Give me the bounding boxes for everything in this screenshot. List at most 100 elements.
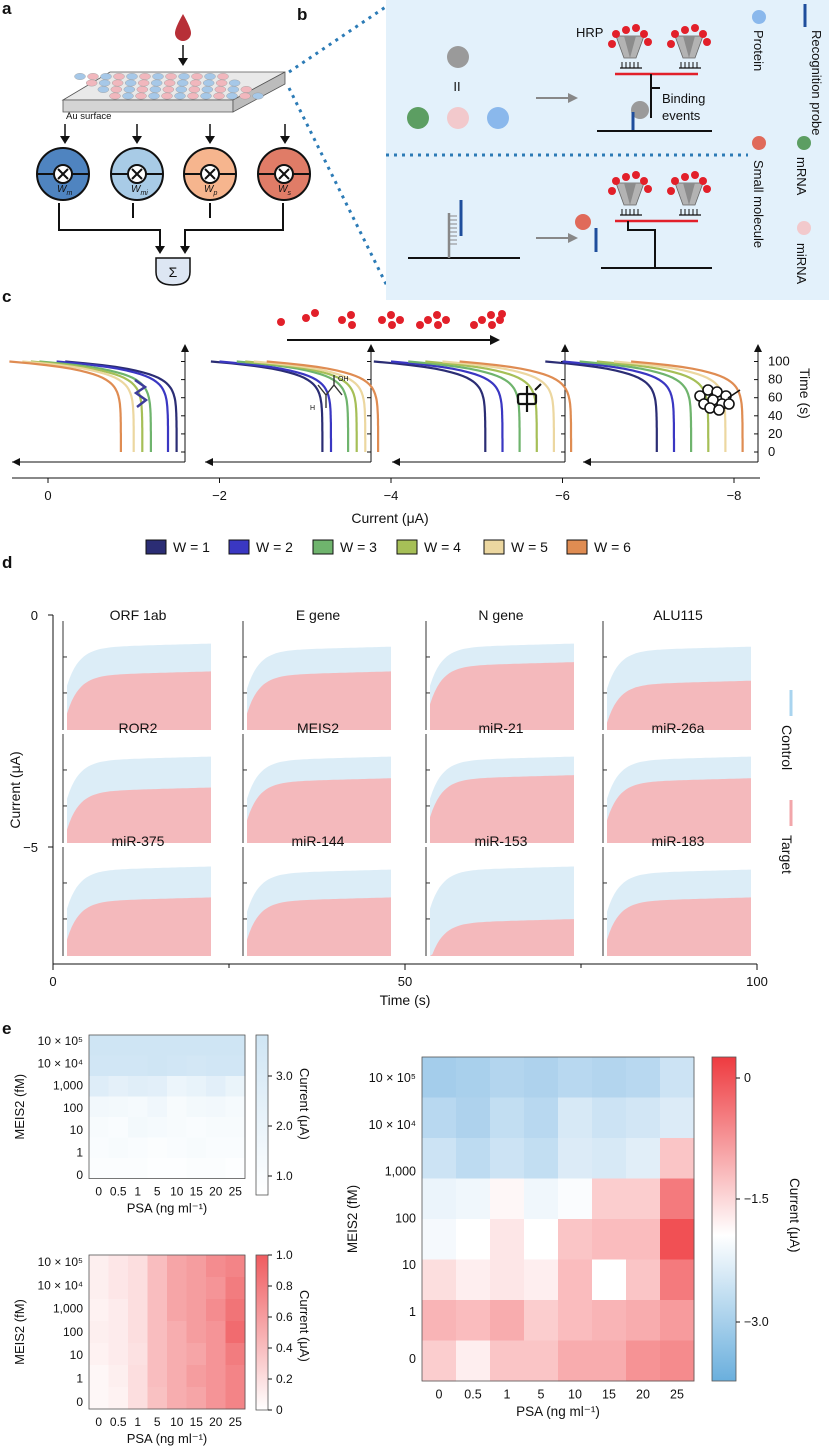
legend-item-w2: W = 2 — [228, 539, 293, 555]
curve-w=1 — [545, 360, 658, 452]
heatmap-cell — [524, 1178, 559, 1220]
hrp-enzyme-icon — [608, 24, 652, 69]
target-area — [247, 671, 391, 730]
row-label: 1,000 — [53, 1302, 83, 1316]
heatmap-cell — [147, 1321, 168, 1344]
row-label: 1 — [76, 1372, 83, 1386]
heatmap-cell — [456, 1340, 491, 1382]
curve-w=6 — [459, 360, 573, 452]
subplot-alu115: ALU115 — [602, 607, 751, 730]
heatmap-cell — [89, 1321, 109, 1344]
heatmap-cell — [89, 1096, 109, 1118]
heatmap-cell — [186, 1387, 207, 1410]
heatmap-cell — [456, 1138, 491, 1179]
chip-well — [201, 86, 214, 93]
protein-sphere-icon — [487, 107, 509, 129]
curve-w=4 — [425, 360, 538, 452]
row-label: 10 × 10⁵ — [38, 1034, 83, 1048]
heatmap-cell — [456, 1300, 491, 1341]
d-y-tick: −5 — [23, 840, 38, 855]
analyte-dot — [338, 316, 346, 324]
heatmap-cell — [186, 1343, 207, 1366]
colorbar — [255, 1254, 269, 1411]
heatmap-cell — [128, 1365, 148, 1388]
heatmap-cell — [108, 1299, 129, 1322]
heatmap-cell — [167, 1076, 187, 1097]
legend-mirna: miRNA — [794, 243, 809, 284]
colorbar-tick: −3.0 — [744, 1315, 769, 1329]
target-area — [607, 897, 751, 956]
heatmap-cell — [147, 1277, 168, 1300]
analyte-dot — [311, 309, 319, 317]
analyte-dot — [277, 318, 285, 326]
heatmap-cell — [225, 1076, 246, 1097]
colorbar-tick: 3.0 — [276, 1069, 293, 1083]
col-label: 5 — [154, 1185, 161, 1199]
heatmap-cell — [490, 1097, 525, 1139]
panel-c: OHH 0 −2 −4 −6 −8 Current (μA) 100806040200 … — [9, 309, 813, 555]
heatmap-cell — [147, 1035, 168, 1056]
analyte-dot — [433, 311, 441, 319]
heatmap-cell — [108, 1076, 129, 1097]
colorbar-tick: 1.0 — [276, 1248, 293, 1262]
heatmap-cell — [89, 1365, 109, 1388]
chip-well — [74, 73, 86, 80]
subplot-mir-21: miR-21 — [425, 720, 574, 843]
x-axis-label: PSA (ng ml⁻¹) — [127, 1431, 208, 1446]
colorbar — [711, 1056, 737, 1382]
heatmap-cell — [167, 1299, 187, 1322]
heatmap-cell — [89, 1299, 109, 1322]
colorbar-tick: 0.2 — [276, 1372, 293, 1386]
chip-well — [137, 79, 150, 87]
curve-w=5 — [22, 360, 135, 452]
heatmap-cell — [128, 1343, 148, 1366]
row-label: 10 × 10⁴ — [37, 1278, 83, 1292]
heatmap-cell — [626, 1219, 661, 1260]
curve-w=4 — [245, 360, 358, 452]
legend-target-label: Target — [779, 835, 795, 874]
heatmap-cell — [186, 1076, 207, 1097]
heatmap-cell — [490, 1057, 525, 1098]
col-label: 0 — [436, 1388, 443, 1402]
heatmap-cell — [490, 1259, 525, 1301]
col-label: 0 — [95, 1185, 102, 1199]
panel-label-e: e — [2, 1019, 11, 1038]
analyte-dot — [434, 321, 442, 329]
colorbar-tick: 0 — [744, 1071, 751, 1085]
chip-well — [87, 73, 99, 80]
heatmap-cell — [524, 1057, 559, 1098]
chip-well — [123, 86, 136, 93]
heatmap-cell — [167, 1277, 187, 1300]
subplot-title: MEIS2 — [297, 720, 339, 736]
heatmap-cell — [108, 1055, 129, 1077]
curve-w=3 — [39, 360, 152, 452]
panel-label-c: c — [2, 287, 11, 306]
target-area — [430, 662, 574, 730]
heatmap-cell — [206, 1343, 226, 1366]
heatmap-cell — [167, 1096, 187, 1118]
heatmap-cell — [128, 1387, 148, 1410]
svg-text:W = 6: W = 6 — [594, 539, 631, 555]
colorbar-tick: 0 — [276, 1403, 283, 1417]
heatmap-cell — [147, 1158, 168, 1179]
heatmap-cell — [108, 1343, 129, 1366]
panel-d-x-label: Time (s) — [380, 992, 431, 1008]
analyte-dot — [302, 314, 310, 322]
chip-well — [152, 73, 164, 80]
heatmap-cell — [167, 1055, 187, 1077]
heatmap-cell — [186, 1158, 207, 1179]
heatmap-cell — [225, 1277, 246, 1300]
heatmap-cell — [422, 1178, 457, 1220]
d-x-tick: 0 — [49, 974, 56, 989]
row-label: 100 — [63, 1325, 83, 1339]
col-label: 0.5 — [110, 1185, 127, 1199]
heatmap-cell — [128, 1255, 148, 1278]
panel-d-y-label: Current (μA) — [7, 751, 23, 828]
curve-w=2 — [219, 360, 333, 452]
svg-text:W = 2: W = 2 — [256, 539, 293, 555]
heatmap-cell — [128, 1117, 148, 1138]
heatmap-cell — [206, 1255, 226, 1278]
chip-well — [100, 73, 112, 80]
subplot-mir-144: miR-144 — [242, 833, 391, 956]
